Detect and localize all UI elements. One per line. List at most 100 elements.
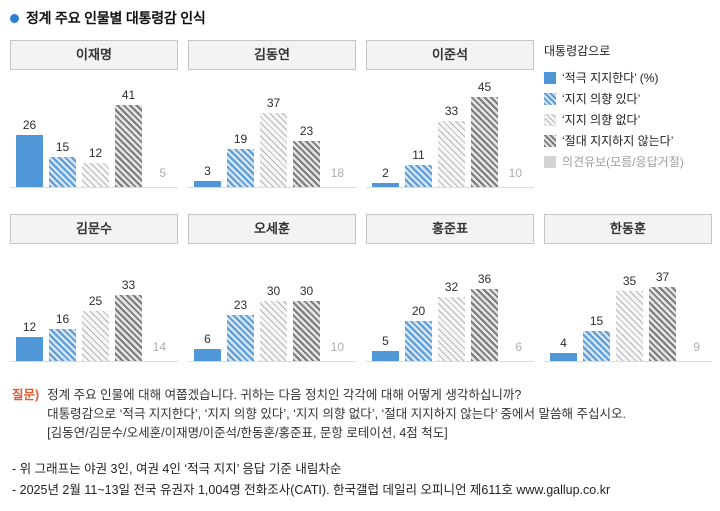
bar-strong-support bbox=[372, 351, 399, 361]
legend-label: ‘지지 의향 없다’ bbox=[562, 113, 641, 127]
bar-no-intent bbox=[438, 121, 465, 187]
bar-value-label: 19 bbox=[233, 132, 248, 146]
chart-plot-area: 3 19 37 23 18 bbox=[188, 70, 356, 188]
bar-no-intent bbox=[438, 297, 465, 361]
question-lines: 정계 주요 인물에 대해 여쭙겠습니다. 귀하는 다음 정치인 각각에 대해 어… bbox=[47, 386, 626, 443]
bar-no-intent bbox=[260, 113, 287, 187]
question-line: 정계 주요 인물에 대해 여쭙겠습니다. 귀하는 다음 정치인 각각에 대해 어… bbox=[47, 388, 522, 402]
bar-strong-support bbox=[16, 337, 43, 361]
legend-item: 의견유보(모름/응답거절) bbox=[544, 151, 712, 172]
bar-value-label: 16 bbox=[55, 312, 70, 326]
bar-value-label: 37 bbox=[655, 270, 670, 284]
bar-no-intent bbox=[82, 163, 109, 187]
bar-value-label: 23 bbox=[299, 124, 314, 138]
bar-value-label: 33 bbox=[444, 104, 459, 118]
chart-plot-area: 12 16 25 33 14 bbox=[10, 244, 178, 362]
bar-value-label: 32 bbox=[444, 280, 459, 294]
opinion-reserved-value: 5 bbox=[159, 166, 166, 180]
legend-label: ‘적극 지지한다’ (%) bbox=[562, 71, 659, 85]
bar-value-label: 5 bbox=[382, 334, 389, 348]
opinion-reserved-value: 10 bbox=[330, 340, 344, 354]
opinion-reserved-value: 14 bbox=[152, 340, 166, 354]
bar-strong-support bbox=[194, 349, 221, 361]
bar-value-label: 12 bbox=[88, 146, 103, 160]
bar-never-support bbox=[471, 97, 498, 187]
legend-item: ‘절대 지지하지 않는다’ bbox=[544, 130, 712, 151]
bar-value-label: 6 bbox=[204, 332, 211, 346]
chart-panel: 이재명 26 15 12 41 5 bbox=[10, 40, 178, 188]
question-label: 질문) bbox=[12, 388, 40, 402]
legend-label: ‘절대 지지하지 않는다’ bbox=[562, 134, 674, 148]
legend-label: ‘지지 의향 있다’ bbox=[562, 92, 641, 106]
bar-value-label: 25 bbox=[88, 294, 103, 308]
bar-never-support bbox=[293, 141, 320, 187]
bar-never-support bbox=[115, 105, 142, 187]
bar-value-label: 12 bbox=[22, 320, 37, 334]
legend-item: ‘지지 의향 있다’ bbox=[544, 88, 712, 109]
chart-plot-area: 5 20 32 36 6 bbox=[366, 244, 534, 362]
legend-item: ‘지지 의향 없다’ bbox=[544, 109, 712, 130]
footnotes: - 위 그래프는 야권 3인, 여권 4인 ‘적극 지지’ 응답 기준 내림차순… bbox=[10, 459, 712, 501]
bullet-icon bbox=[10, 13, 19, 23]
bar-value-label: 20 bbox=[411, 304, 426, 318]
bar-never-support bbox=[471, 289, 498, 361]
panel-politician-name: 김동연 bbox=[188, 40, 356, 70]
page-title: 정계 주요 인물별 대통령감 인식 bbox=[26, 10, 206, 26]
legend-title: 대통령감으로 bbox=[544, 44, 611, 58]
chart-panel: 홍준표 5 20 32 36 6 bbox=[366, 214, 534, 362]
bar-never-support bbox=[293, 301, 320, 361]
bar-value-label: 26 bbox=[22, 118, 37, 132]
bar-value-label: 4 bbox=[560, 336, 567, 350]
bar-value-label: 2 bbox=[382, 166, 389, 180]
bar-willing-support bbox=[583, 331, 610, 361]
bar-value-label: 41 bbox=[121, 88, 136, 102]
bar-strong-support bbox=[372, 183, 399, 187]
chart-panel: 오세훈 6 23 30 30 10 bbox=[188, 214, 356, 362]
swatch-strong-support-icon bbox=[544, 71, 556, 84]
swatch-no-intent-icon bbox=[544, 113, 556, 126]
swatch-willing-support-icon bbox=[544, 92, 556, 105]
bar-value-label: 36 bbox=[477, 272, 492, 286]
chart-panel: 김동연 3 19 37 23 18 bbox=[188, 40, 356, 188]
opinion-reserved-value: 10 bbox=[508, 166, 522, 180]
legend-label: 의견유보(모름/응답거절) bbox=[562, 155, 684, 169]
bar-value-label: 45 bbox=[477, 80, 492, 94]
bar-willing-support bbox=[227, 149, 254, 187]
bar-no-intent bbox=[616, 291, 643, 361]
footnote-survey-info: - 2025년 2월 11~13일 전국 유권자 1,004명 전화조사(CAT… bbox=[12, 483, 611, 497]
charts-row-2: 김문수 12 16 25 33 14 오세훈 6 23 30 30 10 홍준표 5 20 32 36 6 한동훈 4… bbox=[10, 214, 712, 362]
bar-value-label: 15 bbox=[589, 314, 604, 328]
legend: 대통령감으로 ‘적극 지지한다’ (%) ‘지지 의향 있다’ ‘지지 의향 없다’ ‘… bbox=[544, 42, 712, 172]
bar-value-label: 30 bbox=[266, 284, 281, 298]
panel-politician-name: 이준석 bbox=[366, 40, 534, 70]
panel-politician-name: 김문수 bbox=[10, 214, 178, 244]
chart-panel: 김문수 12 16 25 33 14 bbox=[10, 214, 178, 362]
bar-strong-support bbox=[550, 353, 577, 361]
panel-politician-name: 오세훈 bbox=[188, 214, 356, 244]
chart-panel: 한동훈 4 15 35 37 9 bbox=[544, 214, 712, 362]
bar-value-label: 11 bbox=[412, 148, 425, 162]
bar-willing-support bbox=[405, 321, 432, 361]
chart-plot-area: 6 23 30 30 10 bbox=[188, 244, 356, 362]
title-row: 정계 주요 인물별 대통령감 인식 bbox=[10, 8, 712, 28]
bar-no-intent bbox=[260, 301, 287, 361]
question-block: 질문) 정계 주요 인물에 대해 여쭙겠습니다. 귀하는 다음 정치인 각각에 … bbox=[10, 386, 712, 443]
bar-strong-support bbox=[16, 135, 43, 187]
bar-willing-support bbox=[405, 165, 432, 187]
bar-value-label: 35 bbox=[622, 274, 637, 288]
bar-willing-support bbox=[49, 329, 76, 361]
bar-value-label: 33 bbox=[121, 278, 136, 292]
chart-plot-area: 4 15 35 37 9 bbox=[544, 244, 712, 362]
swatch-never-support-icon bbox=[544, 134, 556, 147]
bar-value-label: 3 bbox=[204, 164, 211, 178]
bar-never-support bbox=[115, 295, 142, 361]
panel-politician-name: 이재명 bbox=[10, 40, 178, 70]
chart-plot-area: 2 11 33 45 10 bbox=[366, 70, 534, 188]
opinion-reserved-value: 9 bbox=[693, 340, 700, 354]
question-line: 대통령감으로 ‘적극 지지한다’, ‘지지 의향 있다’, ‘지지 의향 없다’… bbox=[47, 407, 626, 421]
bar-willing-support bbox=[49, 157, 76, 187]
bar-value-label: 30 bbox=[299, 284, 314, 298]
bar-value-label: 37 bbox=[266, 96, 281, 110]
bar-no-intent bbox=[82, 311, 109, 361]
